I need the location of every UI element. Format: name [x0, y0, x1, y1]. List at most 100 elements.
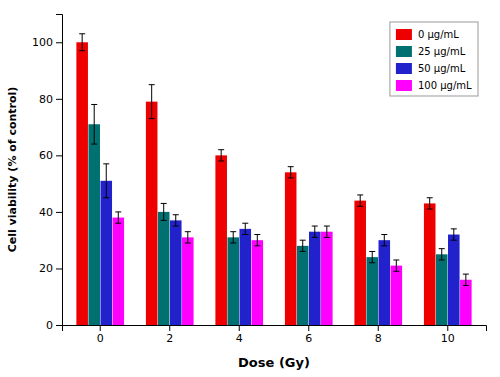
bar [113, 218, 125, 325]
x-tick: 2 [166, 325, 173, 345]
x-tick: 8 [375, 325, 382, 345]
x-tick-label: 8 [375, 332, 382, 345]
bar [309, 232, 321, 325]
error-bar [254, 235, 260, 246]
y-tick: 20 [39, 262, 62, 275]
bar [158, 212, 170, 325]
error-bar [115, 212, 121, 223]
bar [100, 181, 112, 325]
error-bar [218, 150, 224, 161]
x-tick-label: 0 [97, 332, 104, 345]
error-bar [230, 232, 236, 243]
y-tick-mark [56, 212, 62, 213]
error-bar [173, 215, 179, 226]
y-tick-label: 80 [39, 93, 53, 106]
y-tick-mark [56, 155, 62, 156]
bar [252, 240, 264, 325]
bar [424, 203, 436, 325]
x-tick-mark [308, 325, 309, 331]
x-tick-mark [169, 325, 170, 331]
bar [239, 229, 251, 325]
legend: 0 μg/mL 25 μg/mL 50 μg/mL 100 μg/mL [390, 22, 478, 96]
legend-swatch [396, 46, 412, 57]
error-bar [91, 104, 97, 144]
x-axis-line [63, 326, 487, 332]
error-bar [103, 164, 109, 198]
error-bar [369, 251, 375, 262]
bar [76, 42, 88, 325]
bar [227, 237, 239, 325]
x-tick-mark [100, 325, 101, 331]
x-tick-mark [378, 325, 379, 331]
legend-item: 100 μg/mL [396, 80, 472, 91]
bar [321, 232, 333, 325]
error-bar [463, 274, 469, 285]
legend-swatch [396, 29, 412, 40]
x-tick: 0 [97, 325, 104, 345]
error-bar [242, 223, 248, 234]
legend-item: 25 μg/mL [396, 46, 466, 57]
error-bar [312, 226, 318, 237]
bar [366, 257, 378, 325]
y-tick-label: 40 [39, 206, 53, 219]
y-axis-line [56, 15, 63, 326]
x-axis-title: Dose (Gy) [238, 355, 310, 370]
x-axis: 0 2 4 6 8 10 [63, 325, 487, 345]
bar [182, 237, 194, 325]
legend-swatch [396, 80, 412, 91]
plot: 02468100204060801000 μg/mL25 μg/mL50 μg/… [32, 15, 487, 345]
x-tick: 6 [305, 325, 312, 345]
legend-label: 100 μg/mL [418, 80, 472, 91]
legend-item: 0 μg/mL [396, 29, 459, 40]
y-tick-mark [56, 268, 62, 269]
x-tick-mark [447, 325, 448, 331]
legend-swatch [396, 63, 412, 74]
bar-series [100, 164, 459, 325]
y-tick-mark [56, 42, 62, 43]
legend-box [390, 22, 478, 96]
error-bar [451, 229, 457, 240]
y-tick: 80 [39, 93, 62, 106]
x-tick-label: 10 [441, 332, 455, 345]
bar [448, 235, 460, 325]
error-bar [381, 235, 387, 246]
error-bar [149, 85, 155, 119]
bar [436, 254, 448, 325]
y-axis-title: Cell viability (% of control) [6, 87, 19, 253]
bar-series [76, 34, 435, 325]
legend-label: 50 μg/mL [418, 63, 466, 74]
x-tick: 10 [441, 325, 455, 345]
error-bar [185, 232, 191, 243]
bar [170, 220, 182, 325]
y-tick-mark [56, 325, 62, 326]
bar [297, 246, 309, 325]
error-bar [427, 198, 433, 209]
x-tick-label: 4 [236, 332, 243, 345]
bar [391, 266, 403, 325]
y-tick: 60 [39, 149, 62, 162]
error-bar [357, 195, 363, 206]
bar [146, 102, 158, 325]
error-bar [324, 226, 330, 237]
bar [379, 240, 391, 325]
x-tick: 4 [236, 325, 243, 345]
x-tick-label: 6 [305, 332, 312, 345]
legend-label: 0 μg/mL [418, 29, 459, 40]
y-tick: 40 [39, 206, 62, 219]
legend-item: 50 μg/mL [396, 63, 466, 74]
y-tick-label: 60 [39, 149, 53, 162]
error-bar [288, 167, 294, 178]
y-tick-label: 0 [46, 319, 53, 332]
bar [354, 201, 366, 325]
error-bar [79, 34, 85, 51]
bar [285, 172, 297, 325]
y-axis: 0 20 40 60 80 100 [32, 15, 63, 333]
bar [88, 124, 100, 325]
y-tick-label: 100 [32, 36, 53, 49]
bar-series [88, 104, 447, 325]
error-bar [439, 249, 445, 260]
y-tick-mark [56, 99, 62, 100]
bar-series [113, 212, 472, 325]
chart: 02468100204060801000 μg/mL25 μg/mL50 μg/… [0, 0, 500, 377]
bar [460, 280, 472, 325]
